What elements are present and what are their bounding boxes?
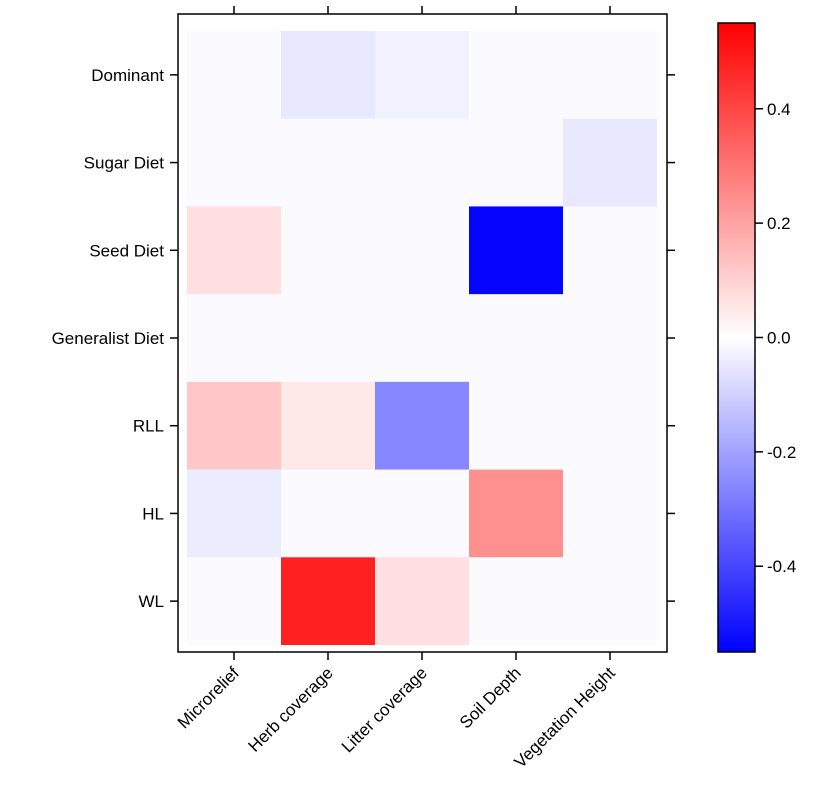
plot-area: Microrelief Herb coverage Litter coverage S… bbox=[52, 6, 675, 772]
colorbar: 0.4 0.2 0.0 -0.2 -0.4 bbox=[717, 22, 796, 653]
y-tick-label-seed-diet: Seed Diet bbox=[89, 241, 164, 260]
y-tick-label-rll: RLL bbox=[133, 417, 164, 436]
heatmap-cell-dominant-herb-coverage bbox=[281, 31, 375, 119]
x-tick-label-vegetation-height: Vegetation Height bbox=[510, 663, 619, 772]
colorbar-tick-label: -0.2 bbox=[767, 443, 796, 462]
heatmap-cell-seed-diet-soil-depth bbox=[469, 206, 563, 295]
x-tick-label-herb-coverage: Herb coverage bbox=[245, 663, 337, 755]
heatmap-cell-seed-diet-microrelief bbox=[187, 206, 281, 295]
heatmap-cell-rll-microrelief bbox=[187, 381, 281, 470]
y-tick-label-wl: WL bbox=[139, 592, 165, 611]
heatmap-cell-dominant-litter-coverage bbox=[375, 31, 469, 119]
heatmap-cell-sugar-diet-vegetation-height bbox=[563, 118, 657, 207]
heatmap-cell-hl-soil-depth bbox=[469, 469, 563, 558]
heatmap-cell-rll-litter-coverage bbox=[375, 381, 469, 470]
colorbar-tick-label: 0.2 bbox=[767, 214, 791, 233]
y-tick-label-dominant: Dominant bbox=[91, 66, 164, 85]
y-tick-label-hl: HL bbox=[142, 504, 164, 523]
x-tick-label-soil-depth: Soil Depth bbox=[456, 663, 525, 732]
y-tick-label-sugar-diet: Sugar Diet bbox=[84, 154, 165, 173]
colorbar-tick-label: -0.4 bbox=[767, 557, 796, 576]
colorbar-tick-label: 0.4 bbox=[767, 100, 791, 119]
heatmap-cell-rll-herb-coverage bbox=[281, 381, 375, 470]
y-tick-label-generalist-diet: Generalist Diet bbox=[52, 329, 165, 348]
heatmap-cell-hl-microrelief bbox=[187, 469, 281, 558]
x-tick-label-litter-coverage: Litter coverage bbox=[338, 663, 431, 756]
heatmap-cell-wl-litter-coverage bbox=[375, 557, 469, 645]
heatmap-cell-wl-herb-coverage bbox=[281, 557, 375, 645]
colorbar-gradient bbox=[718, 23, 755, 652]
x-tick-label-microrelief: Microrelief bbox=[174, 663, 243, 732]
colorbar-tick-label: 0.0 bbox=[767, 329, 791, 348]
